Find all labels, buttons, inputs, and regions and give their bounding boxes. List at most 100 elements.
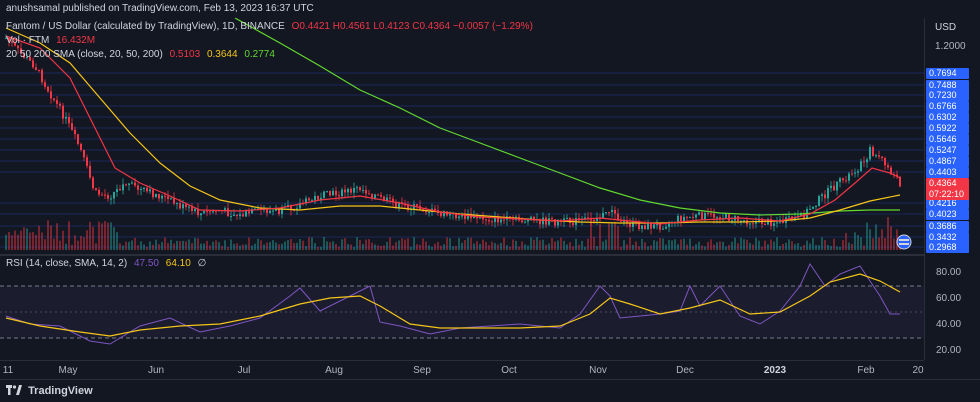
time-label: Nov [589,365,607,376]
volume-bar [188,239,190,250]
candle-body [680,215,682,222]
candle-body [344,189,346,193]
candle-body [155,193,157,198]
volume-bar [368,239,370,250]
time-label: 11 [2,365,14,376]
publish-info: anushsamal published on TradingView.com,… [6,3,314,14]
rsi-axis-40: 40.00 [936,319,962,330]
volume-bar [344,238,346,250]
rsi-legend[interactable]: RSI (14, close, SMA, 14, 2) 47.50 64.10 … [6,257,210,271]
volume-bar [413,237,415,250]
candle-body [62,105,64,119]
symbol-row[interactable]: Fantom / US Dollar (calculated by Tradin… [6,20,533,34]
candle-body [362,189,364,191]
volume-bar [248,237,250,250]
candle-body [5,37,7,39]
volume-bar [407,238,409,250]
volume-bar [458,237,460,250]
volume-bar [86,230,88,250]
volume-bar [617,226,619,250]
volume-bar [773,241,775,250]
volume-bar [359,239,361,250]
candle-body [47,86,49,92]
candle-body [209,211,211,213]
volume-bar [479,244,481,250]
volume-bar [860,237,862,250]
candle-body [407,205,409,211]
candle-body [869,147,871,160]
sma50-value: 0.3644 [206,49,238,60]
volume-bar [809,243,811,250]
volume-bar [152,244,154,250]
volume-bar [353,246,355,250]
candle-body [698,212,700,215]
candle-body [602,212,604,219]
price-chart[interactable] [0,18,924,254]
price-axis[interactable]: USD 1.2000 [924,18,980,360]
candle-body [851,173,853,175]
candle-body [323,191,325,198]
volume-bar [161,242,163,250]
volume-bar [350,244,352,250]
candle-body [251,209,253,214]
volume-bar [641,238,643,250]
volume-bar [554,241,556,250]
candle-body [107,194,109,199]
candle-body [725,213,727,219]
candle-body [815,205,817,207]
volume-bar [785,242,787,250]
price-level-label: 0.2968 [926,242,969,253]
volume-bar [473,243,475,250]
volume-bar [116,232,118,250]
volume-bar [794,244,796,250]
candle-body [377,194,379,196]
volume-bar [539,240,541,250]
rsi-chart[interactable] [0,256,924,360]
volume-bar [566,244,568,250]
candle-body [77,134,79,144]
candle-body [287,204,289,207]
volume-bar [494,242,496,250]
volume-bar [668,239,670,250]
volume-bar [17,234,19,250]
candle-body [455,213,457,219]
candle-body [392,198,394,203]
volume-bar [791,241,793,250]
volume-bar [146,246,148,250]
footer-bar: TradingView [0,379,980,402]
candle-body [275,209,277,211]
candle-body [863,161,865,163]
sma-row[interactable]: 20 50 200 SMA (close, 20, 50, 200) 0.510… [6,48,506,62]
volume-bar [890,226,892,250]
compare-button[interactable] [896,234,912,250]
volume-bar [365,239,367,250]
volume-bar [434,243,436,250]
volume-bar [740,237,742,250]
candle-body [332,190,334,196]
candle-body [707,212,709,214]
volume-bar [782,243,784,250]
volume-bar [608,223,610,250]
volume-bar [257,238,259,250]
candle-body [119,189,121,191]
pane-divider[interactable] [0,254,924,256]
price-level-label: 0.6766 [926,101,969,112]
volume-bar [509,246,511,250]
sma-label: 20 50 200 SMA (close, 20, 50, 200) [6,49,163,60]
time-label: May [58,365,78,376]
volume-bar [599,223,601,250]
volume-bar [551,237,553,250]
volume-bar [98,221,100,250]
tradingview-logo[interactable]: TradingView [6,385,93,397]
volume-bar [287,239,289,250]
candle-body [812,206,814,209]
candle-body [89,165,91,178]
candle-body [308,198,310,201]
volume-bar [704,246,706,250]
volume-bar [26,228,28,250]
volume-row[interactable]: Vol · FTM 16.432M [6,34,506,48]
candle-body [845,180,847,182]
volume-bar [41,232,43,250]
candle-body [368,193,370,195]
time-axis[interactable]: 11 May Jun Jul Aug Sep Oct Nov Dec 2023 … [0,360,924,379]
